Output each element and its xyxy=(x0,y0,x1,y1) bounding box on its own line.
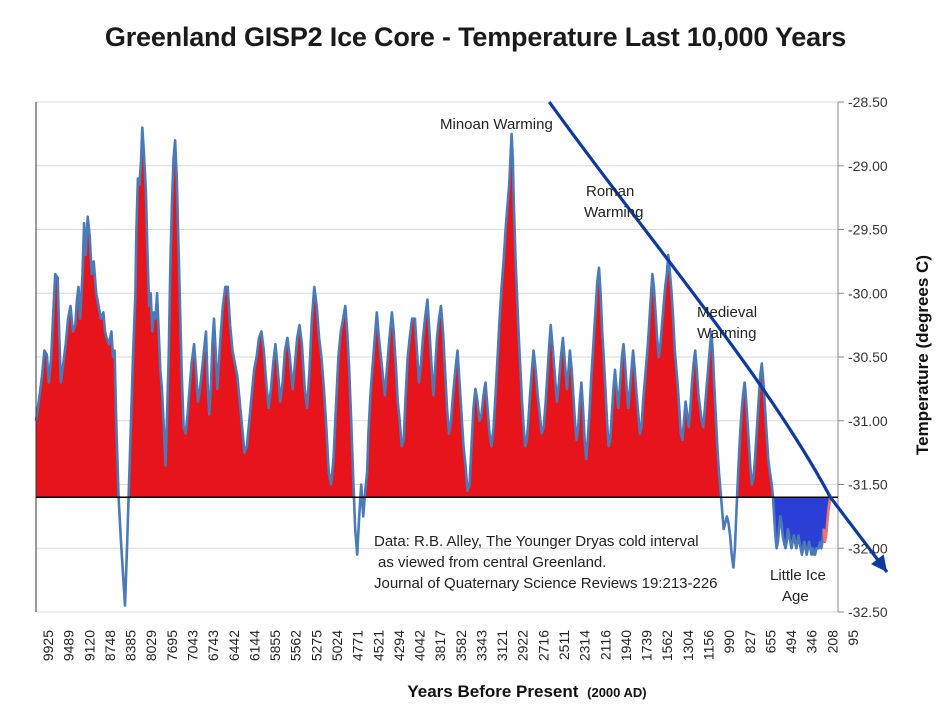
cold-area xyxy=(773,497,831,555)
x-tick-label: 5024 xyxy=(329,630,345,661)
annotation-line: Medieval xyxy=(697,304,757,321)
chart-title: Greenland GISP2 Ice Core - Temperature L… xyxy=(104,22,847,52)
x-tick-label: 2314 xyxy=(577,630,593,661)
x-tick-label: 1304 xyxy=(680,630,696,661)
axes xyxy=(35,101,844,613)
x-tick-label: 4042 xyxy=(412,630,428,661)
x-tick-label: 6144 xyxy=(246,630,262,661)
trend-line xyxy=(547,101,889,573)
x-tick-label: 8748 xyxy=(102,630,118,661)
y-tick-labels: -28.50 -29.00 -29.50 -30.00 -30.50 -31.00 -31.… xyxy=(848,94,888,620)
warm-area xyxy=(128,127,354,498)
annotation-line: Age xyxy=(782,588,809,605)
x-tick-label: 7695 xyxy=(164,630,180,661)
warm-area xyxy=(364,133,721,498)
y-tick-label: -30.00 xyxy=(848,285,888,301)
x-tick-label: 346 xyxy=(804,630,820,654)
x-tick-label: 5562 xyxy=(288,630,304,661)
x-tick-label: 3121 xyxy=(494,630,510,661)
x-tick-label: 494 xyxy=(783,630,799,654)
x-tick-label: 2511 xyxy=(556,630,572,660)
annotation-line: Warming xyxy=(697,325,756,342)
x-tick-label: 1739 xyxy=(639,630,655,661)
y-tick-label: -29.00 xyxy=(848,158,888,174)
y-tick-label: -28.50 xyxy=(848,94,888,110)
x-tick-label: 9925 xyxy=(40,630,56,661)
recent-temperature-line xyxy=(822,494,832,543)
y-tick-label: -29.50 xyxy=(848,222,888,238)
x-tick-label: 95 xyxy=(845,630,861,646)
annotation-line: Journal of Quaternary Science Reviews 19… xyxy=(374,575,718,592)
x-tick-label: 208 xyxy=(824,630,840,654)
annotation-line: Minoan Warming xyxy=(440,116,553,133)
x-axis-title-suffix: (2000 AD) xyxy=(587,685,646,700)
annotation: Medieval Warming xyxy=(697,304,757,342)
annotation: Roman Warming xyxy=(584,183,643,221)
annotation-line: Data: R.B. Alley, The Younger Dryas cold… xyxy=(374,533,699,550)
annotation-line: Little Ice xyxy=(770,567,826,584)
x-tick-label: 4294 xyxy=(391,630,407,661)
annotation-line: as viewed from central Greenland. xyxy=(378,554,606,571)
temperature-line xyxy=(34,126,832,607)
x-tick-label: 1156 xyxy=(701,630,717,660)
x-tick-label: 6442 xyxy=(226,630,242,661)
x-tick-label: 8029 xyxy=(143,630,159,661)
y-tick-label: -31.00 xyxy=(848,413,888,429)
x-tick-label: 1562 xyxy=(659,630,675,661)
x-tick-label: 4771 xyxy=(350,630,366,661)
annotation: Data: R.B. Alley, The Younger Dryas cold… xyxy=(374,533,718,592)
x-tick-label: 6743 xyxy=(205,630,221,661)
x-tick-label: 2116 xyxy=(597,630,613,660)
x-tick-label: 7043 xyxy=(185,630,201,661)
x-tick-label: 990 xyxy=(721,630,737,654)
x-tick-label: 2716 xyxy=(535,630,551,661)
annotation: Little Ice Age xyxy=(770,567,826,605)
x-tick-label: 1940 xyxy=(618,630,634,661)
x-tick-label: 3343 xyxy=(474,630,490,661)
y-tick-label: -31.50 xyxy=(848,477,888,493)
x-axis-title: Years Before Present (2000 AD) xyxy=(407,682,646,701)
annotation: Minoan Warming xyxy=(440,116,553,133)
x-tick-label: 655 xyxy=(762,630,778,654)
x-tick-label: 2922 xyxy=(515,630,531,661)
y-tick-label: -32.50 xyxy=(848,604,888,620)
y-tick-label: -30.50 xyxy=(848,349,888,365)
x-tick-label: 5855 xyxy=(267,630,283,661)
x-axis-title-main: Years Before Present xyxy=(407,682,578,701)
x-tick-label: 9489 xyxy=(61,630,77,661)
x-tick-label: 3582 xyxy=(453,630,469,661)
x-tick-label: 827 xyxy=(742,630,758,654)
series-lines xyxy=(34,126,832,607)
x-tick-label: 9120 xyxy=(81,630,97,661)
x-tick-label: 3817 xyxy=(432,630,448,661)
y-axis-title: Temperature (degrees C) xyxy=(913,255,932,455)
x-tick-labels: 9925 9489 9120 8748 8385 8029 7695 7043 6743 6442… xyxy=(40,630,861,661)
x-tick-label: 5275 xyxy=(308,630,324,661)
annotations: Minoan Warming Roman Warming Medieval Warmin… xyxy=(374,116,826,605)
annotation-line: Warming xyxy=(584,204,643,221)
trend-layer xyxy=(547,101,889,573)
y-tick-label: -32.00 xyxy=(848,540,888,556)
x-tick-label: 4521 xyxy=(370,630,386,661)
annotation-line: Roman xyxy=(586,183,634,200)
trend-arrowhead xyxy=(871,554,887,572)
x-tick-label: 8385 xyxy=(123,630,139,661)
